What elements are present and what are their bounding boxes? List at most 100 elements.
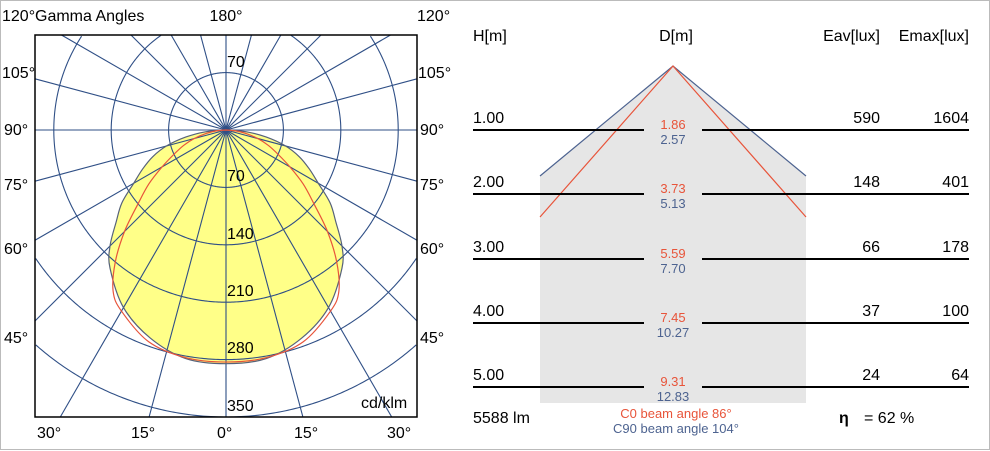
ring-label: 350 xyxy=(227,398,254,415)
top-right-angle: 120° xyxy=(417,8,451,25)
ring-210 xyxy=(53,35,399,303)
radial-line-345 xyxy=(148,129,227,418)
right-angle: 75° xyxy=(420,177,445,194)
c0-curve xyxy=(112,129,340,363)
height-line xyxy=(702,386,969,388)
height-value: 1.00 xyxy=(473,110,505,127)
c90-beam-angle: C90 beam angle 104° xyxy=(613,421,739,436)
radial-line-315 xyxy=(34,129,227,322)
eav-value: 37 xyxy=(862,303,880,320)
header-emax: Emax[lux] xyxy=(898,28,969,45)
top-center-angle: 180° xyxy=(209,8,243,25)
eav-value: 590 xyxy=(853,110,880,127)
ring-350 xyxy=(35,344,417,418)
height-line xyxy=(473,386,644,388)
bottom-angle: 30° xyxy=(387,425,412,442)
diameter-c0: 3.73 xyxy=(660,181,686,196)
right-angle: 45° xyxy=(420,330,445,347)
efficiency-symbol: η xyxy=(839,410,849,427)
left-angle: 60° xyxy=(4,241,29,258)
bottom-angle: 30° xyxy=(37,425,62,442)
radial-line-105 xyxy=(225,78,418,131)
c0-beam-line xyxy=(539,65,807,218)
header-eav: Eav[lux] xyxy=(823,28,880,45)
emax-value: 178 xyxy=(942,239,969,256)
emax-value: 64 xyxy=(951,367,969,384)
emax-value: 401 xyxy=(942,174,969,191)
left-angle: 90° xyxy=(4,122,29,139)
ring-140 xyxy=(110,34,342,246)
left-angle: 75° xyxy=(4,177,29,194)
right-angle: 105° xyxy=(418,65,452,82)
c0-beam-angle: C0 beam angle 86° xyxy=(620,406,732,421)
ring-label: 210 xyxy=(227,283,254,300)
height-line xyxy=(473,258,644,260)
radial-line-30 xyxy=(225,129,393,418)
height-value: 4.00 xyxy=(473,303,505,320)
c90-curve xyxy=(108,129,344,365)
emax-value: 100 xyxy=(942,303,969,320)
beam-area xyxy=(540,176,806,403)
diameter-c90: 7.70 xyxy=(660,261,686,276)
height-line xyxy=(702,129,969,131)
diameter-c0: 1.86 xyxy=(660,117,686,132)
height-line xyxy=(702,258,969,260)
diameter-c0: 9.31 xyxy=(660,374,686,389)
diameter-c0: 5.59 xyxy=(660,246,686,261)
ring-280 xyxy=(35,258,417,361)
height-line xyxy=(473,322,644,324)
diameter-c90: 10.27 xyxy=(656,325,690,340)
left-angle: 45° xyxy=(4,330,29,347)
left-angle: 105° xyxy=(2,65,36,82)
efficiency-value: = 62 % xyxy=(864,410,915,427)
polar-frame xyxy=(34,34,418,418)
polar-title: Gamma Angles xyxy=(35,8,145,25)
top-left-angle: 120° xyxy=(2,8,36,25)
header-h: H[m] xyxy=(473,28,507,45)
diameter-c90: 5.13 xyxy=(660,196,686,211)
radial-line-45 xyxy=(225,129,418,322)
radial-line-60 xyxy=(225,129,418,241)
right-angle: 60° xyxy=(420,241,445,258)
height-value: 5.00 xyxy=(473,367,505,384)
height-line xyxy=(702,322,969,324)
diameter-c0: 7.45 xyxy=(660,310,686,325)
eav-value: 148 xyxy=(853,174,880,191)
diameter-c90: 2.57 xyxy=(660,132,686,147)
radial-line-300 xyxy=(34,129,227,241)
height-value: 3.00 xyxy=(473,239,505,256)
radial-line-15 xyxy=(225,129,304,418)
header-d: D[m] xyxy=(659,28,693,45)
ring-label: 140 xyxy=(227,226,254,243)
radial-line-210 xyxy=(170,34,227,131)
unit-label: cd/klm xyxy=(361,395,408,412)
eav-value: 66 xyxy=(862,239,880,256)
radial-line-135 xyxy=(225,34,322,131)
radial-line-330 xyxy=(59,129,227,418)
radial-line-255 xyxy=(34,78,227,131)
beam-cone xyxy=(540,66,806,176)
height-value: 2.00 xyxy=(473,174,505,191)
radial-line-165 xyxy=(225,34,252,131)
radial-line-195 xyxy=(200,34,227,131)
ring-label: 70 xyxy=(227,54,245,71)
bottom-angle: 0° xyxy=(217,425,233,442)
radial-line-225 xyxy=(130,34,227,131)
luminous-flux: 5588 lm xyxy=(473,410,530,427)
eav-value: 24 xyxy=(862,367,880,384)
diameter-c90: 12.83 xyxy=(656,389,690,404)
height-line xyxy=(473,129,644,131)
right-angle: 90° xyxy=(420,122,445,139)
radial-line-120 xyxy=(225,34,391,131)
ring-label: 70 xyxy=(227,168,245,185)
radial-line-150 xyxy=(225,34,282,131)
ring-label: 280 xyxy=(227,340,254,357)
height-line xyxy=(702,193,969,195)
emax-value: 1604 xyxy=(933,110,969,127)
radial-line-240 xyxy=(61,34,227,131)
bottom-angle: 15° xyxy=(131,425,156,442)
height-line xyxy=(473,193,644,195)
bottom-angle: 15° xyxy=(294,425,319,442)
